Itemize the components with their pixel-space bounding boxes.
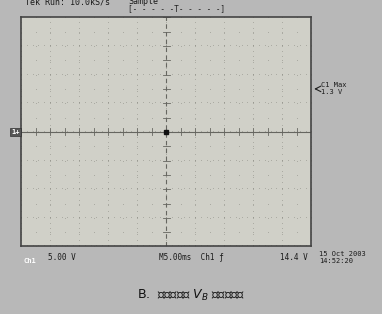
Text: [- - - - -T- - - - -]: [- - - - -T- - - - -] [128,4,225,14]
Text: C1 Max
1.3 V: C1 Max 1.3 V [321,82,346,95]
Text: M5.00ms  Ch1 ƒ: M5.00ms Ch1 ƒ [159,253,223,262]
Text: Tek Run: 10.0kS/s: Tek Run: 10.0kS/s [25,0,110,6]
Text: B.  正常工作时 $V_B$ 的实测波形: B. 正常工作时 $V_B$ 的实测波形 [137,288,245,303]
Text: 1+: 1+ [11,129,19,135]
Text: 14.4 V: 14.4 V [280,253,308,262]
Text: 5.00 V: 5.00 V [48,253,76,262]
Text: Ch1: Ch1 [23,258,36,264]
Text: Sample: Sample [128,0,158,6]
Text: 15 Oct 2003
14:52:20: 15 Oct 2003 14:52:20 [319,251,366,264]
